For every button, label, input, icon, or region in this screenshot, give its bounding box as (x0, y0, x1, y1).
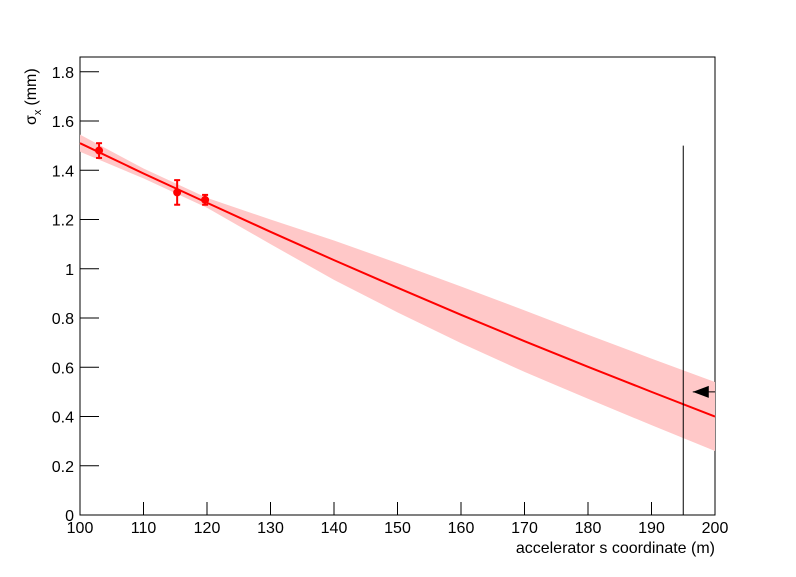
data-point (201, 195, 210, 204)
y-axis-title: σx (mm) (23, 68, 44, 125)
x-tick-label: 140 (321, 520, 348, 537)
y-tick-label: 0.8 (52, 311, 74, 328)
arrow-head (692, 385, 709, 398)
y-tick-label: 1.2 (52, 213, 74, 230)
y-tick-label: 1.6 (52, 114, 74, 131)
x-tick-label: 200 (702, 520, 729, 537)
x-tick-label: 110 (131, 520, 157, 537)
y-tick-label: 0.4 (52, 410, 74, 427)
x-tick-label: 150 (384, 520, 411, 537)
y-tick-label: 1 (65, 262, 74, 279)
y-tick-label: 0.2 (52, 459, 74, 476)
y-tick-label: 0.6 (52, 360, 74, 377)
y-tick-label: 1.4 (52, 163, 74, 180)
x-tick-label: 100 (67, 520, 94, 537)
y-tick-label: 0 (65, 508, 74, 525)
y-unit: (mm) (23, 68, 40, 105)
x-axis-title: accelerator s coordinate (m) (516, 540, 715, 557)
x-tick-label: 130 (257, 520, 284, 537)
x-tick-label: 190 (638, 520, 665, 537)
error-band (80, 134, 715, 451)
y-subscript: x (32, 109, 44, 115)
y-tick-label: 1.8 (52, 65, 74, 82)
x-tick-label: 160 (448, 520, 475, 537)
x-tick-label: 180 (575, 520, 602, 537)
y-symbol: σ (23, 115, 40, 125)
fit-line (79, 142, 716, 418)
data-point (95, 146, 104, 155)
data-point (173, 188, 182, 197)
x-tick-label: 120 (194, 520, 221, 537)
x-tick-label: 170 (511, 520, 538, 537)
